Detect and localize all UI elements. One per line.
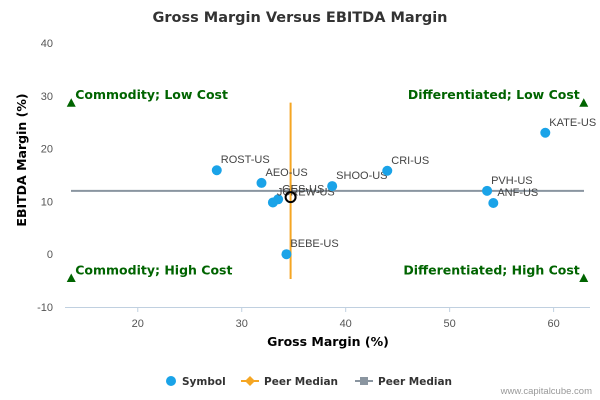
- legend-item-peer-median-y[interactable]: Peer Median: [355, 376, 452, 388]
- x-tick-label: 60: [547, 318, 559, 330]
- data-point-shoo-us[interactable]: [327, 181, 338, 192]
- legend-symbol-marker: [166, 376, 176, 386]
- data-point-rost-us[interactable]: [211, 165, 222, 176]
- x-tick-label: 20: [132, 318, 144, 330]
- plot-area: -10 0 10 20 30 40 20 30 40 50 60 Commodity; Low C…: [37, 38, 596, 330]
- data-point-aeo-us[interactable]: [256, 177, 267, 188]
- plot-background: [65, 43, 590, 307]
- x-axis-title: Gross Margin (%): [267, 334, 389, 349]
- data-label-shoo-us: SHOO-US: [336, 170, 387, 182]
- data-label-anf-us: ANF-US: [497, 187, 538, 199]
- y-axis-title: EBITDA Margin (%): [14, 93, 29, 226]
- y-tick-label: 20: [41, 144, 53, 156]
- y-tick-label: 10: [41, 196, 53, 208]
- legend-peer-median-x-marker: [245, 376, 255, 386]
- data-label-jcrew-us: JCREW-US: [277, 186, 335, 198]
- x-tick-label: 40: [340, 318, 352, 330]
- legend: Symbol Peer Median Peer Median: [166, 376, 452, 388]
- quadrant-marker: [579, 273, 589, 282]
- legend-label-peer-median-y: Peer Median: [378, 376, 452, 388]
- quadrant-marker: [66, 273, 76, 282]
- data-point-anf-us[interactable]: [488, 197, 499, 208]
- quadrant-label: Differentiated; Low Cost: [408, 87, 580, 102]
- quadrant-marker: [66, 98, 76, 107]
- y-tick-label: -10: [37, 302, 53, 314]
- data-label-rost-us: ROST-US: [221, 154, 270, 166]
- y-tick-label: 30: [41, 91, 53, 103]
- chart-title: Gross Margin Versus EBITDA Margin: [152, 10, 447, 26]
- legend-label-peer-median-x: Peer Median: [264, 376, 338, 388]
- quadrant-marker: [579, 98, 589, 107]
- data-label-pvh-us: PVH-US: [491, 175, 533, 187]
- x-tick-label: 30: [236, 318, 248, 330]
- legend-peer-median-y-marker: [360, 377, 368, 385]
- data-label-kate-us: KATE-US: [549, 117, 596, 129]
- legend-item-symbol[interactable]: Symbol: [166, 376, 226, 388]
- quadrant-label: Commodity; Low Cost: [75, 87, 228, 102]
- data-point-bebe-us[interactable]: [281, 249, 292, 260]
- y-axis: -10 0 10 20 30 40: [37, 38, 53, 314]
- x-axis: 20 30 40 50 60: [132, 307, 560, 330]
- credit: www.capitalcube.com: [500, 386, 592, 397]
- data-label-cri-us: CRI-US: [391, 155, 429, 167]
- legend-item-peer-median-x[interactable]: Peer Median: [241, 376, 338, 388]
- data-point-cri-us[interactable]: [382, 165, 393, 176]
- data-point-jcrew-us[interactable]: [267, 197, 278, 208]
- data-point-kate-us[interactable]: [540, 127, 551, 138]
- quadrant-labels: Commodity; Low Cost Differentiated; Low C…: [66, 87, 589, 282]
- x-tick-label: 50: [444, 318, 456, 330]
- y-tick-label: 40: [41, 38, 53, 50]
- company-marker[interactable]: [284, 191, 297, 204]
- quadrant-label: Commodity; High Cost: [75, 262, 232, 277]
- peer-median-lines: [71, 102, 584, 280]
- quadrant-label: Differentiated; High Cost: [403, 262, 579, 277]
- data-label-bebe-us: BEBE-US: [290, 238, 338, 250]
- data-points: ROST-USAEO-USGES-USJCREW-USSHOO-USCRI-US…: [211, 117, 596, 260]
- data-label-aeo-us: AEO-US: [265, 167, 307, 179]
- legend-label-symbol: Symbol: [182, 376, 226, 388]
- data-point-pvh-us[interactable]: [482, 185, 493, 196]
- y-tick-label: 0: [47, 249, 53, 261]
